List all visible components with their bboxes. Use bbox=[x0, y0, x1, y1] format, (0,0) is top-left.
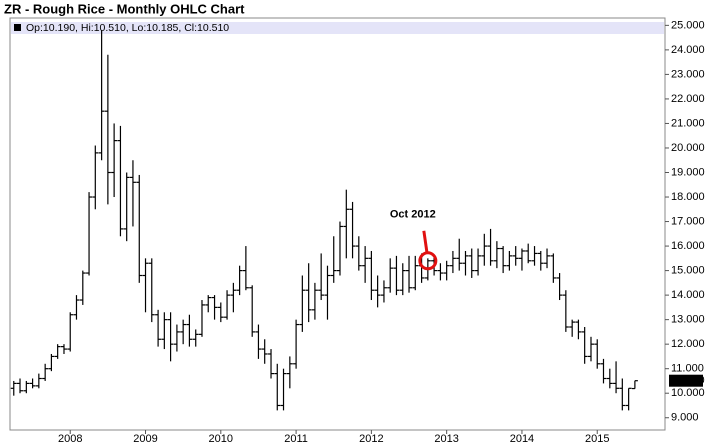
x-tick-label: 2013 bbox=[434, 433, 458, 445]
y-tick-label: 21.000 bbox=[671, 117, 705, 129]
y-tick-label: 12.000 bbox=[671, 338, 705, 350]
y-tick-label: 23.000 bbox=[671, 68, 705, 80]
info-icon bbox=[14, 24, 21, 31]
x-tick-label: 2008 bbox=[58, 433, 82, 445]
y-tick-label: 25.000 bbox=[671, 19, 705, 31]
info-text: Op:10.190, Hi:10.510, Lo:10.185, Cl:10.5… bbox=[26, 22, 229, 34]
x-tick-label: 2014 bbox=[510, 433, 534, 445]
y-tick-label: 17.000 bbox=[671, 215, 705, 227]
y-tick-label: 22.000 bbox=[671, 93, 705, 105]
y-tick-label: 11.000 bbox=[671, 363, 704, 375]
y-tick-label: 13.000 bbox=[671, 314, 705, 326]
y-tick-label: 10.000 bbox=[671, 387, 705, 399]
y-tick-label: 24.000 bbox=[671, 44, 705, 56]
y-tick-label: 16.000 bbox=[671, 240, 705, 252]
x-tick-label: 2009 bbox=[133, 433, 157, 445]
chart-title: ZR - Rough Rice - Monthly OHLC Chart bbox=[4, 1, 245, 16]
last-price-box bbox=[669, 374, 703, 387]
y-tick-label: 19.000 bbox=[671, 166, 705, 178]
last-price-label: 10.510 bbox=[671, 375, 705, 387]
y-tick-label: 14.000 bbox=[671, 289, 705, 301]
annotation-circle bbox=[418, 251, 438, 271]
y-tick-label: 9.000 bbox=[671, 412, 699, 424]
y-tick-label: 20.000 bbox=[671, 142, 705, 154]
x-tick-label: 2012 bbox=[359, 433, 383, 445]
plot-frame bbox=[9, 17, 666, 431]
y-tick-label: 18.000 bbox=[671, 191, 705, 203]
x-tick-label: 2011 bbox=[284, 433, 308, 445]
y-tick-label: 15.000 bbox=[671, 265, 705, 277]
x-tick-label: 2015 bbox=[585, 433, 609, 445]
info-bar bbox=[11, 22, 664, 34]
x-tick-label: 2010 bbox=[209, 433, 233, 445]
annotation-text: Oct 2012 bbox=[390, 209, 436, 221]
annotation-arrow bbox=[422, 230, 429, 252]
